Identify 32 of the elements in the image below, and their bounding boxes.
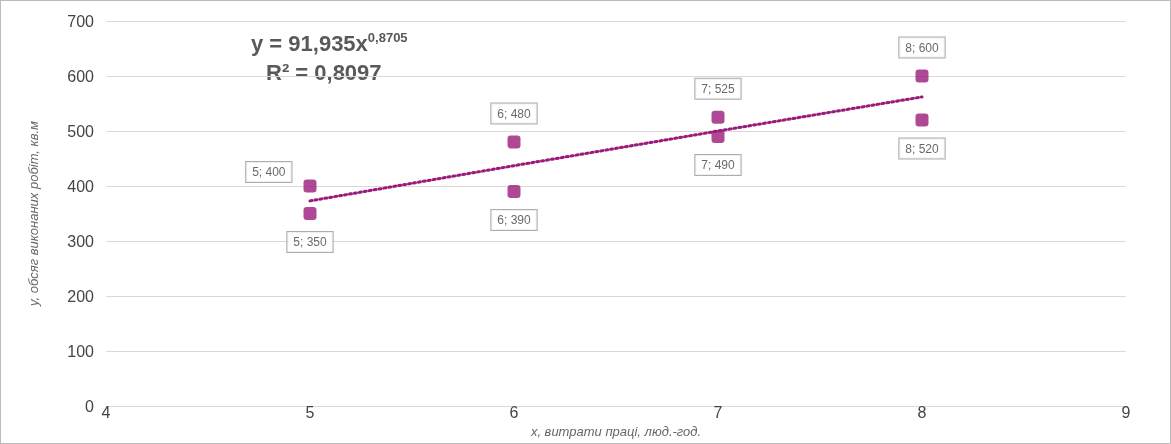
x-tick-label: 5 [305, 403, 315, 421]
point [711, 110, 725, 124]
point [507, 135, 521, 149]
x-tick-label: 6 [509, 403, 519, 421]
point [915, 69, 929, 83]
y-tick-label: 200 [67, 287, 95, 305]
data-label: 6; 480 [497, 106, 531, 121]
y-tick-label: 100 [67, 342, 95, 360]
point [507, 185, 521, 199]
data-label: 8; 520 [905, 141, 939, 156]
data-label: 7; 525 [701, 81, 735, 96]
y-tick-label: 0 [85, 397, 95, 415]
data-label: 6; 390 [497, 213, 531, 228]
y-axis-title: y, обсяг виконаних робіт, кв.м [26, 120, 41, 308]
y-tick-label: 600 [67, 67, 95, 85]
y-tick-label: 500 [67, 122, 95, 140]
data-label: 5; 350 [293, 235, 327, 250]
y-tick-label: 700 [67, 12, 95, 30]
x-axis-title: x, витрати праці, люд.-год. [529, 424, 702, 439]
data-label: 7; 490 [701, 158, 735, 173]
y-tick-label: 400 [67, 177, 95, 195]
x-tick-label: 7 [713, 403, 723, 421]
x-tick-label: 8 [917, 403, 927, 421]
x-tick-label: 4 [101, 403, 111, 421]
point [303, 179, 317, 193]
point [303, 207, 317, 221]
data-label: 8; 600 [905, 40, 939, 55]
point [711, 130, 725, 144]
y-tick-label: 300 [67, 232, 95, 250]
x-tick-label: 9 [1121, 403, 1131, 421]
point [915, 113, 929, 127]
data-label: 5; 400 [252, 165, 286, 180]
